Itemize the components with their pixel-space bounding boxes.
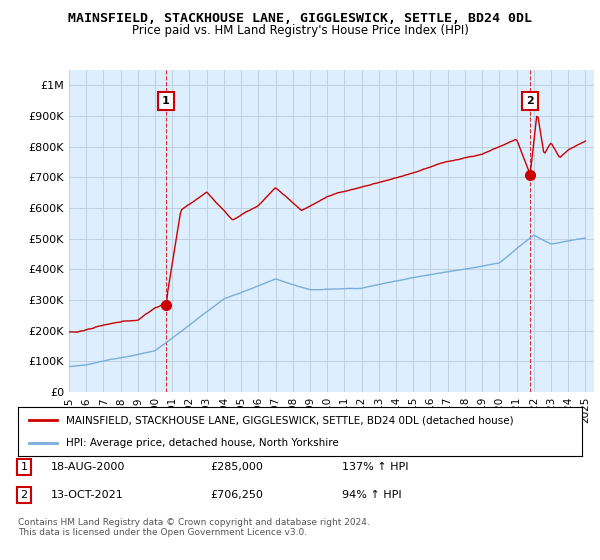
Text: 137% ↑ HPI: 137% ↑ HPI	[342, 462, 409, 472]
Text: 13-OCT-2021: 13-OCT-2021	[51, 490, 124, 500]
Text: 18-AUG-2000: 18-AUG-2000	[51, 462, 125, 472]
Text: £706,250: £706,250	[210, 490, 263, 500]
Text: 2: 2	[20, 490, 28, 500]
Text: £285,000: £285,000	[210, 462, 263, 472]
Text: 1: 1	[20, 462, 28, 472]
Text: Contains HM Land Registry data © Crown copyright and database right 2024.
This d: Contains HM Land Registry data © Crown c…	[18, 518, 370, 538]
Text: 2: 2	[526, 96, 534, 106]
Text: HPI: Average price, detached house, North Yorkshire: HPI: Average price, detached house, Nort…	[66, 438, 338, 448]
Text: Price paid vs. HM Land Registry's House Price Index (HPI): Price paid vs. HM Land Registry's House …	[131, 24, 469, 37]
Text: 1: 1	[162, 96, 170, 106]
Text: MAINSFIELD, STACKHOUSE LANE, GIGGLESWICK, SETTLE, BD24 0DL: MAINSFIELD, STACKHOUSE LANE, GIGGLESWICK…	[68, 12, 532, 25]
Text: 94% ↑ HPI: 94% ↑ HPI	[342, 490, 401, 500]
Text: MAINSFIELD, STACKHOUSE LANE, GIGGLESWICK, SETTLE, BD24 0DL (detached house): MAINSFIELD, STACKHOUSE LANE, GIGGLESWICK…	[66, 416, 514, 426]
